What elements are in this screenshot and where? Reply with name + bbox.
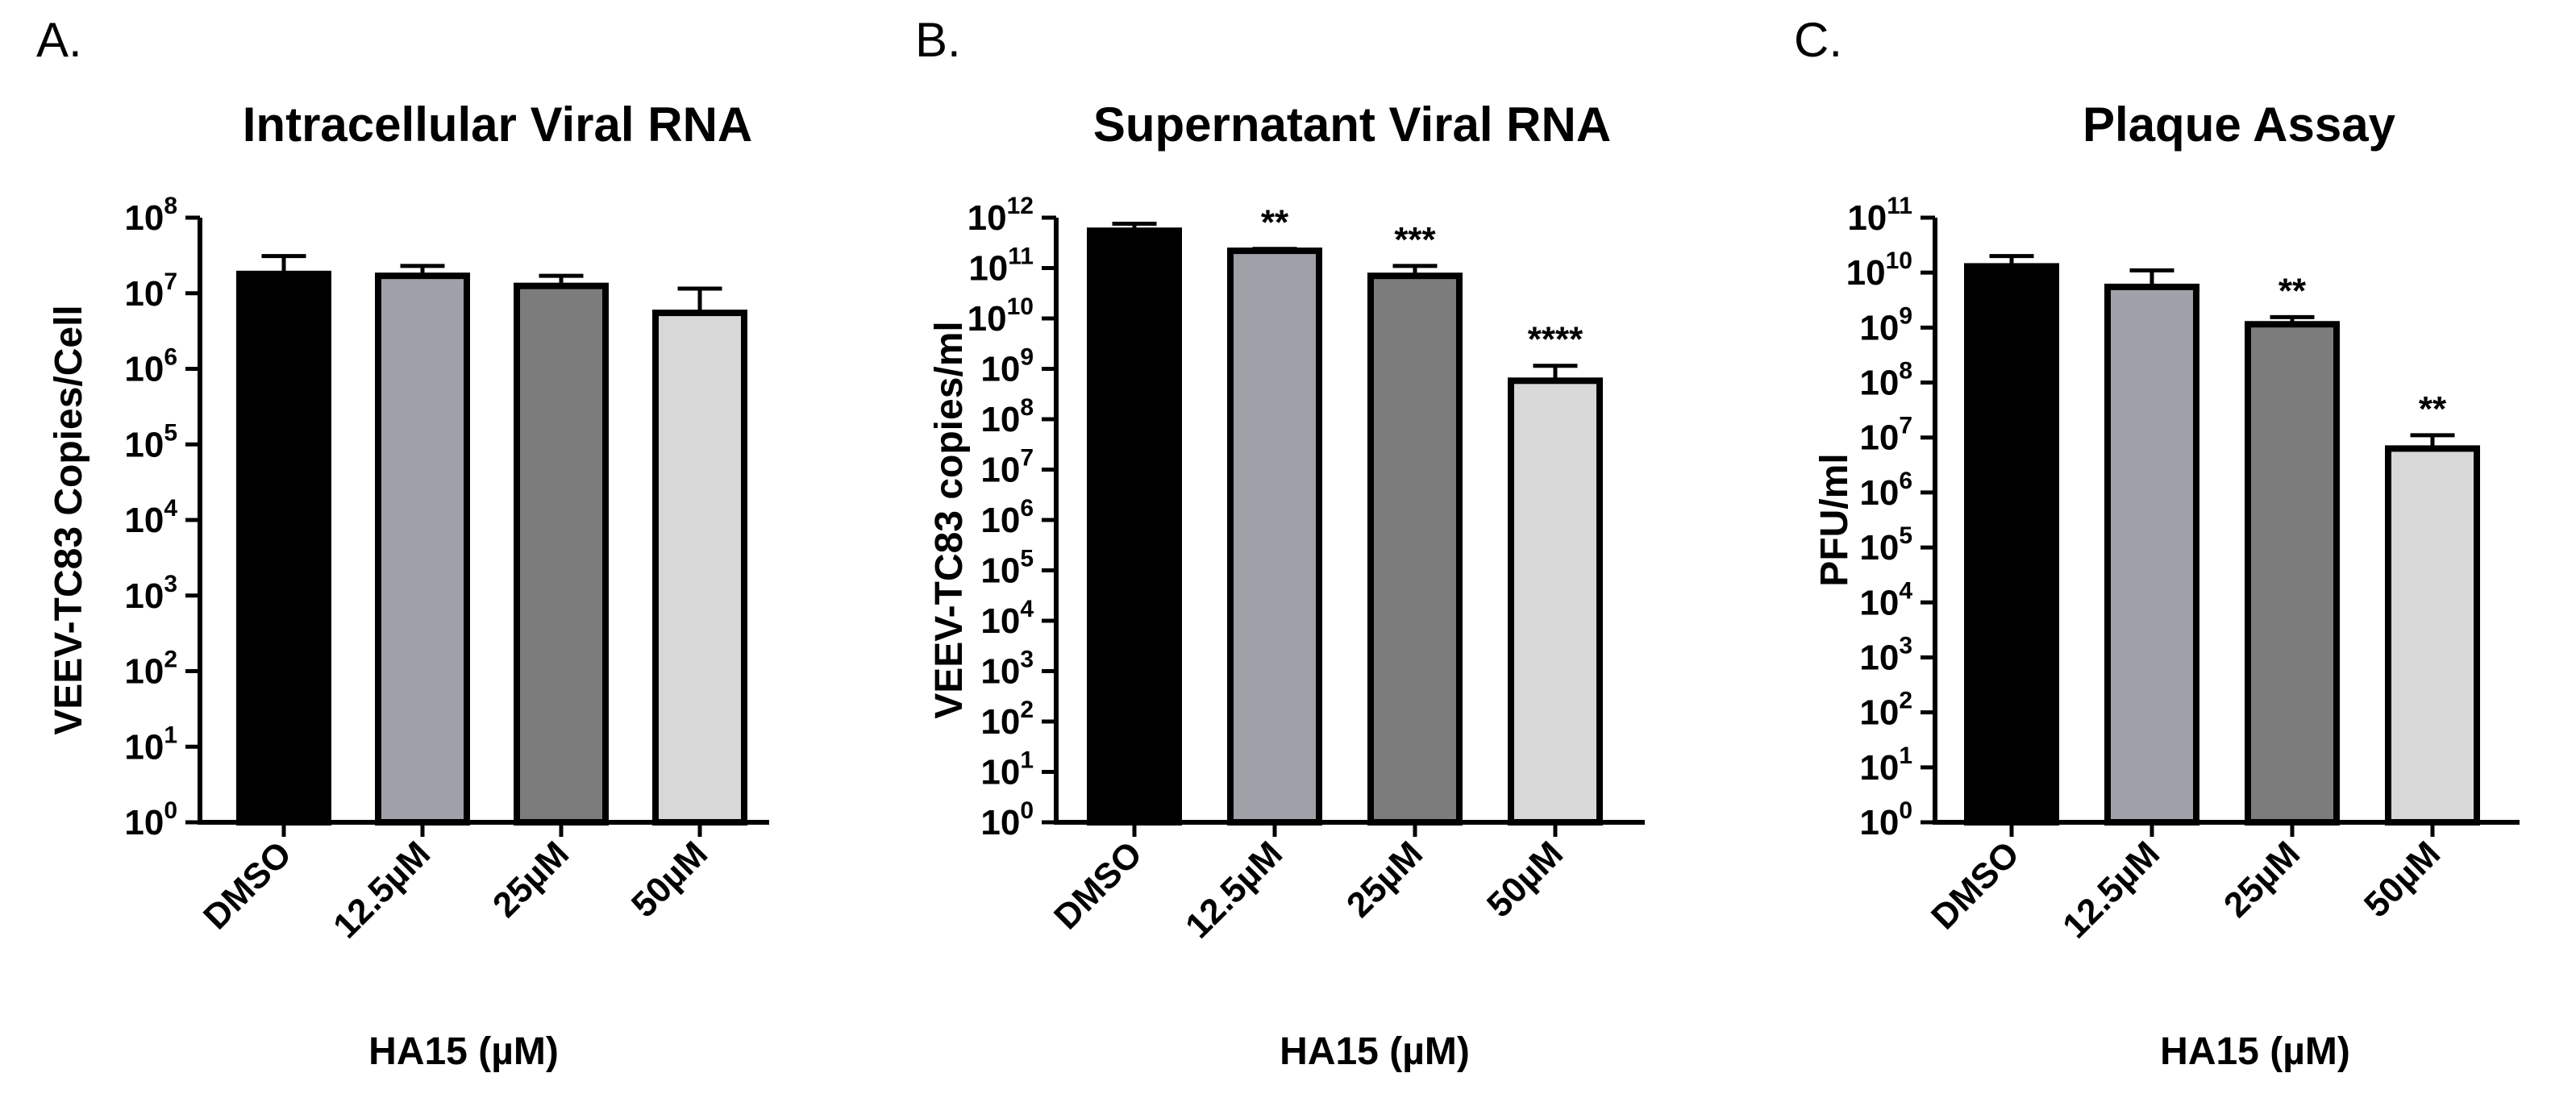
bar-0 (1964, 263, 2059, 826)
panel-letter: A. (36, 13, 82, 67)
x-axis-title: HA15 (µM) (1280, 1030, 1470, 1073)
y-tick-label: 100 (980, 797, 1034, 842)
category-label: 50µM (624, 834, 715, 925)
category-label: 12.5µM (1178, 834, 1290, 946)
significance-label: ** (2419, 389, 2447, 429)
category-label: DMSO (196, 834, 299, 937)
y-tick-label: 104 (980, 596, 1034, 641)
y-tick-label: 103 (124, 571, 177, 616)
y-tick-label: 103 (980, 647, 1034, 692)
y-tick-label: 1010 (1846, 247, 1912, 293)
y-tick-label: 100 (1859, 797, 1912, 842)
significance-label: ** (2278, 271, 2307, 310)
chart-title: Supernatant Viral RNA (1093, 98, 1611, 152)
y-axis-title: VEEV-TC83 copies/ml (928, 321, 971, 719)
bar-1 (1227, 247, 1322, 826)
x-axis-title: HA15 (µM) (2160, 1030, 2350, 1073)
panel-letter: C. (1794, 13, 1842, 67)
y-tick-label: 109 (980, 344, 1034, 389)
bar-0 (236, 270, 331, 826)
y-tick-label: 107 (1859, 413, 1912, 458)
category-label: 25µM (485, 834, 576, 925)
panel-b: B. Supernatant Viral RNA VEEV-TC83 copies/… (915, 13, 1645, 1073)
y-tick-label: 106 (124, 344, 177, 389)
y-tick-label: 102 (124, 647, 177, 692)
y-tick-label: 106 (980, 495, 1034, 540)
bar-1 (375, 272, 470, 826)
y-tick-label: 106 (1859, 468, 1912, 513)
category-label: DMSO (1924, 834, 2027, 937)
y-tick-label: 105 (1859, 522, 1912, 568)
y-tick-label: 103 (1859, 632, 1912, 677)
y-tick-label: 1011 (968, 243, 1034, 289)
panel-a: A. Intracellular Viral RNA VEEV-TC83 Copie… (36, 13, 769, 1073)
y-tick-label: 104 (124, 495, 177, 540)
y-tick-label: 1010 (968, 293, 1034, 339)
category-label: DMSO (1047, 834, 1150, 937)
category-label: 25µM (2216, 834, 2308, 925)
y-tick-label: 105 (980, 546, 1034, 591)
bar-3 (652, 310, 747, 826)
y-tick-label: 1011 (1847, 193, 1912, 238)
y-tick-label: 105 (124, 419, 177, 464)
y-axis-title: VEEV-TC83 Copies/Cell (48, 305, 90, 735)
panel-c: C. Plaque Assay PFU/ml 100 101 102 103 104 105 10… (1794, 13, 2520, 1073)
y-axis-title: PFU/ml (1813, 453, 1856, 586)
bar-3 (2385, 445, 2480, 826)
y-tick-label: 101 (124, 722, 177, 767)
significance-label: *** (1394, 220, 1436, 260)
y-tick-label: 101 (1859, 742, 1912, 788)
y-tick-label: 108 (980, 394, 1034, 439)
significance-label: **** (1528, 320, 1583, 360)
chart-title: Intracellular Viral RNA (243, 98, 752, 152)
y-tick-label: 101 (980, 747, 1034, 792)
chart-title: Plaque Assay (2083, 98, 2396, 152)
y-tick-label: 108 (124, 193, 177, 238)
category-label: 50µM (1479, 834, 1571, 925)
category-label: 12.5µM (326, 834, 438, 946)
y-tick-label: 102 (980, 697, 1034, 742)
bar-2 (1367, 272, 1463, 826)
bar-1 (2104, 283, 2199, 826)
y-tick-label: 100 (124, 797, 177, 842)
panel-letter: B. (915, 13, 961, 67)
y-tick-label: 109 (1859, 302, 1912, 347)
bar-3 (1508, 377, 1603, 826)
bar-0 (1087, 227, 1182, 826)
category-label: 12.5µM (2055, 834, 2167, 946)
significance-label: ** (1261, 203, 1289, 243)
category-label: 50µM (2357, 834, 2448, 925)
y-tick-label: 108 (1859, 358, 1912, 403)
y-tick-label: 1012 (968, 193, 1034, 238)
y-tick-label: 107 (124, 268, 177, 314)
bar-2 (514, 282, 609, 826)
x-axis-title: HA15 (µM) (368, 1030, 559, 1073)
category-label: 25µM (1339, 834, 1430, 925)
y-tick-label: 104 (1859, 577, 1912, 622)
bar-2 (2245, 321, 2340, 826)
y-tick-label: 107 (980, 445, 1034, 490)
y-tick-label: 102 (1859, 688, 1912, 733)
